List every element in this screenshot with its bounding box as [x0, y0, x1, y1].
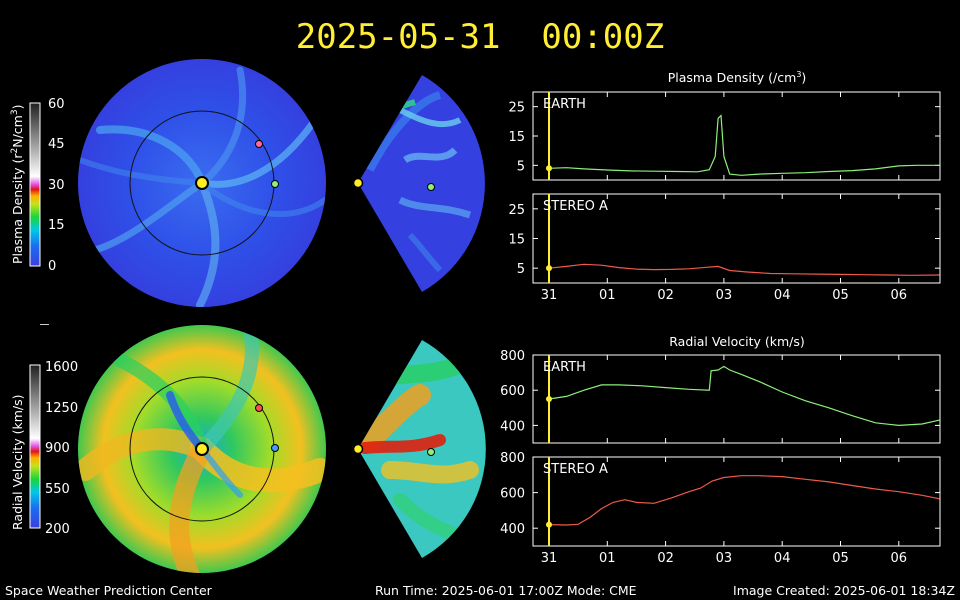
x-tick-label: 01: [599, 551, 616, 566]
density-chart-title: Plasma Density (/cm3): [668, 70, 807, 85]
timeseries-panel-velocity-earth: 400 600 800 EARTH: [500, 349, 941, 444]
sun-marker: [352, 177, 364, 189]
footer-org: Space Weather Prediction Center: [5, 583, 213, 598]
panel-label: STEREO A: [543, 462, 608, 477]
timeseries-panel-density-earth: 5 15 25 EARTH: [508, 91, 941, 181]
velocity-colorbar-tick: 200: [45, 522, 70, 537]
stereo-a-marker: [255, 140, 263, 148]
plot-frame: [532, 91, 941, 181]
sun-marker: [195, 442, 209, 456]
y-tick-label: 800: [500, 451, 525, 466]
density-colorbar-tick: 45: [48, 137, 65, 152]
series-line: [548, 263, 940, 276]
density-colorbar: 60 45 30 15 0 Plasma Density (r2N/cm3): [10, 97, 65, 274]
x-tick-label: 03: [716, 288, 733, 303]
y-tick-label: 600: [500, 487, 525, 502]
velocity-colorbar-gradient: [29, 364, 41, 529]
x-tick-label: 03: [716, 551, 733, 566]
x-tick-label: 06: [891, 551, 908, 566]
series-line: [548, 365, 940, 427]
x-tick-label: 04: [774, 288, 791, 303]
y-tick-label: 15: [508, 130, 525, 145]
velocity-colorbar-tick: 550: [45, 482, 70, 497]
sun-marker: [352, 443, 364, 455]
current-time-dot: [546, 396, 552, 402]
x-tick-label: 02: [657, 288, 674, 303]
sun-marker: [195, 176, 209, 190]
timeseries-panel-density-stereo-a: 5 15 25 STEREO A 31 01 02 03 04 05 06: [508, 193, 941, 303]
current-time-dot: [546, 265, 552, 272]
velocity-chart-title: Radial Velocity (km/s): [669, 334, 805, 349]
x-tick-label: 01: [599, 288, 616, 303]
y-tick-label: 600: [500, 384, 525, 399]
density-colorbar-tick: 30: [48, 178, 65, 193]
x-tick-label: 04: [774, 551, 791, 566]
current-time-dot: [546, 521, 552, 528]
velocity-colorbar-tick: 1600: [45, 360, 78, 375]
earth-marker: [427, 448, 435, 456]
density-colorbar-title: Plasma Density (r2N/cm3): [10, 105, 25, 265]
earth-marker: [427, 183, 435, 191]
velocity-colorbar-title: Radial Velocity (km/s): [10, 395, 25, 531]
panel-label: EARTH: [543, 97, 586, 112]
x-tick-label: 02: [657, 551, 674, 566]
density-colorbar-gradient: [29, 102, 41, 267]
density-colorbar-tick: 60: [48, 97, 65, 112]
velocity-colorbar: 1600 1250 900 550 200 Radial Velocity (k…: [10, 360, 78, 537]
y-tick-label: 5: [517, 159, 525, 174]
density-colorbar-tick: 15: [48, 218, 65, 233]
panel-label: STEREO A: [543, 199, 608, 214]
x-tick-label: 31: [541, 551, 558, 566]
separator-dash: [40, 324, 49, 325]
series-line: [548, 114, 940, 176]
footer-image-created: Image Created: 2025-06-01 18:34Z: [733, 583, 955, 598]
series-line: [548, 475, 940, 526]
x-tick-label: 31: [541, 288, 558, 303]
y-tick-label: 400: [500, 522, 525, 537]
x-tick-label: 05: [832, 551, 849, 566]
x-tick-label: 06: [891, 288, 908, 303]
velocity-ecliptic-plot: [78, 325, 326, 573]
density-colorbar-tick: 0: [48, 259, 56, 274]
density-meridional-plot: [352, 75, 485, 292]
stereo-a-marker: [255, 404, 263, 412]
y-tick-label: 25: [508, 101, 525, 116]
plot-frame: [532, 354, 941, 444]
y-tick-label: 400: [500, 419, 525, 434]
y-tick-label: 25: [508, 203, 525, 218]
velocity-colorbar-tick: 1250: [45, 401, 78, 416]
current-time-dot: [546, 165, 552, 172]
velocity-meridional-plot: [352, 340, 486, 558]
y-tick-label: 800: [500, 349, 525, 364]
timeseries-panel-velocity-stereo-a: 400 600 800 STEREO A 31 01 02 03 04 05 06: [500, 451, 941, 566]
panel-label: EARTH: [543, 360, 586, 375]
forecast-datetime: 2025-05-31 00:00Z: [296, 17, 664, 57]
density-ecliptic-plot: [78, 59, 326, 307]
x-tick-label: 05: [832, 288, 849, 303]
footer-runtime: Run Time: 2025-06-01 17:00Z Mode: CME: [375, 583, 637, 598]
earth-marker: [271, 444, 279, 452]
plot-frame: [532, 456, 941, 547]
y-tick-label: 5: [517, 262, 525, 277]
velocity-colorbar-tick: 900: [45, 441, 70, 456]
earth-marker: [271, 180, 279, 188]
y-tick-label: 15: [508, 233, 525, 248]
